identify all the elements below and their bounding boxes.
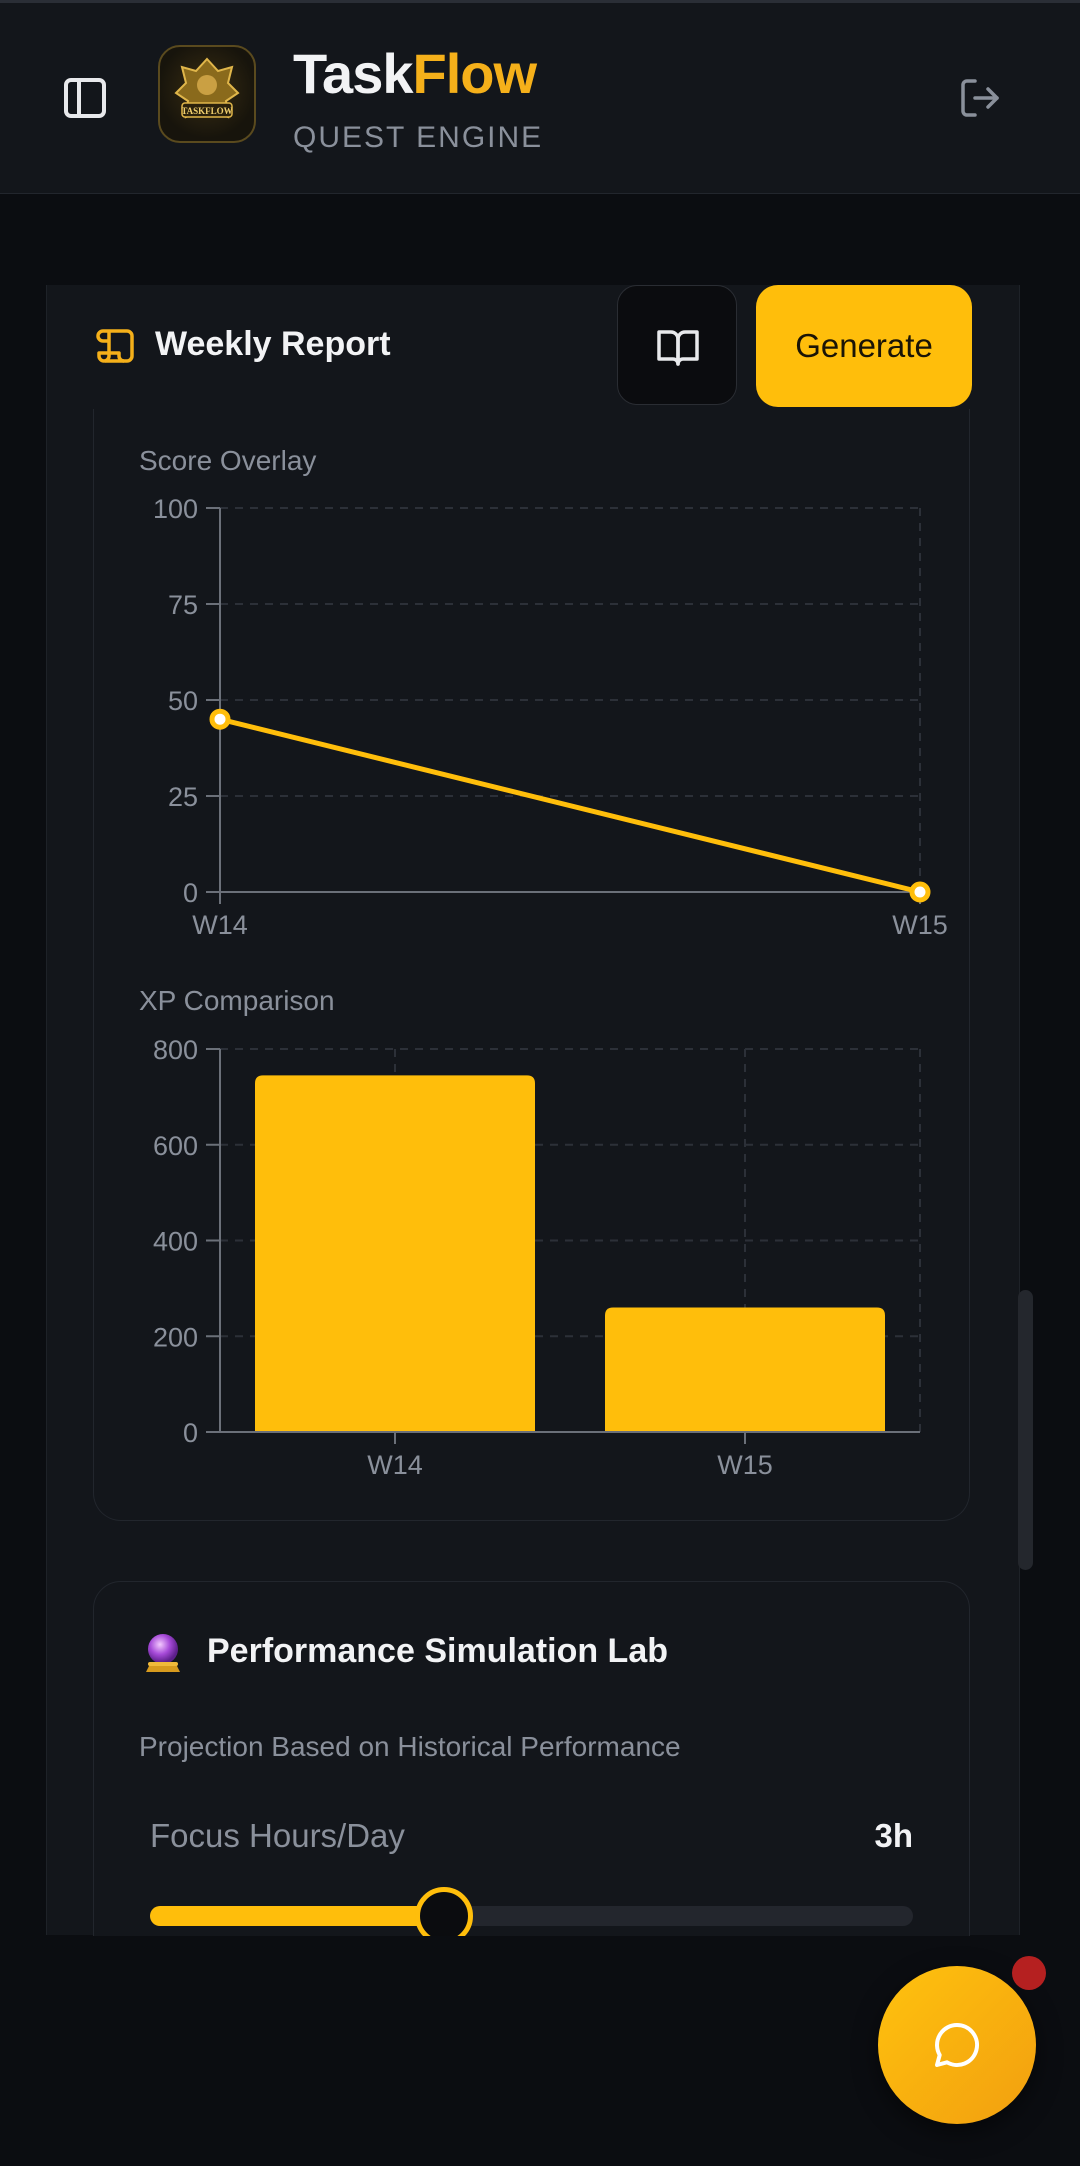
sidebar-toggle-icon: [64, 78, 106, 118]
focus-hours-slider[interactable]: [150, 1887, 913, 1945]
brand-task: Task: [293, 42, 413, 105]
simulation-lab-card: [93, 1581, 970, 2001]
generate-button[interactable]: Generate: [756, 285, 972, 407]
app-logo[interactable]: TASKFLOW: [158, 45, 256, 143]
slider-thumb[interactable]: [414, 1887, 473, 1945]
scroll-icon: [96, 329, 134, 363]
logo-emblem: TASKFLOW: [174, 57, 240, 119]
simulation-subtitle: Projection Based on Historical Performan…: [139, 1731, 681, 1762]
logo-text: TASKFLOW: [181, 106, 232, 116]
crystal-ball-icon: [146, 1634, 180, 1672]
xp-comparison-title: XP Comparison: [139, 985, 335, 1016]
view-report-button[interactable]: [617, 285, 737, 405]
brand-flow: Flow: [412, 42, 537, 105]
sidebar-toggle-button[interactable]: [60, 73, 110, 123]
focus-hours-label: Focus Hours/Day: [150, 1817, 405, 1854]
top-edge: [0, 0, 1080, 3]
simulation-lab-title: Performance Simulation Lab: [207, 1632, 668, 1670]
brand-name: TaskFlow: [293, 41, 537, 106]
logout-icon: [961, 79, 999, 117]
app-header: TASKFLOW TaskFlow QUEST ENGINE: [0, 3, 1080, 194]
book-open-icon: [657, 330, 699, 366]
scrollbar[interactable]: [1018, 1290, 1033, 1570]
weekly-report-title: Weekly Report: [155, 325, 391, 363]
score-overlay-title: Score Overlay: [139, 445, 317, 476]
chat-button[interactable]: [878, 1966, 1036, 2124]
report-charts-card: [93, 409, 970, 1521]
brand-subtitle: QUEST ENGINE: [293, 121, 544, 154]
notification-dot: [1012, 1956, 1046, 1990]
focus-hours-value: 3h: [874, 1817, 913, 1854]
slider-fill: [150, 1906, 444, 1926]
weekly-report-header: Weekly Report Generate: [93, 285, 973, 409]
logout-button[interactable]: [955, 73, 1005, 123]
chat-bubble-icon: [935, 2023, 979, 2067]
